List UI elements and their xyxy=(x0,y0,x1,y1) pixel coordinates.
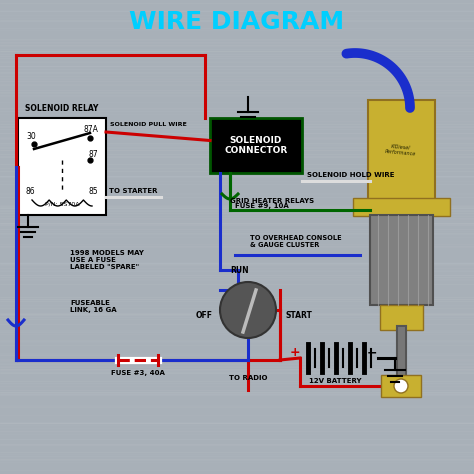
Bar xyxy=(381,375,421,397)
Text: SOLENOID HOLD WIRE: SOLENOID HOLD WIRE xyxy=(307,172,394,178)
Bar xyxy=(370,215,433,305)
Text: 86: 86 xyxy=(26,187,36,196)
Text: SOLENOID
CONNECTOR: SOLENOID CONNECTOR xyxy=(224,136,288,155)
Text: TO OVERHEAD CONSOLE
& GAUGE CLUSTER: TO OVERHEAD CONSOLE & GAUGE CLUSTER xyxy=(250,235,342,248)
Text: 87: 87 xyxy=(88,150,98,159)
Text: FUSEABLE
LINK, 16 GA: FUSEABLE LINK, 16 GA xyxy=(70,300,117,313)
Text: TO STARTER: TO STARTER xyxy=(109,188,157,194)
Text: 1998 MODELS MAY
USE A FUSE
LABELED "SPARE": 1998 MODELS MAY USE A FUSE LABELED "SPAR… xyxy=(70,250,144,270)
Circle shape xyxy=(220,282,276,338)
Text: KiDiesel
Performance: KiDiesel Performance xyxy=(385,143,417,157)
Text: 85: 85 xyxy=(88,187,98,196)
Text: 30: 30 xyxy=(26,132,36,141)
Text: RUN: RUN xyxy=(231,266,249,275)
Bar xyxy=(18,118,106,215)
Bar xyxy=(210,118,302,173)
Text: −: − xyxy=(367,346,377,359)
Text: SOLENOID PULL WIRE: SOLENOID PULL WIRE xyxy=(109,122,186,127)
Bar xyxy=(368,100,435,200)
Text: +: + xyxy=(290,346,301,359)
Text: START: START xyxy=(286,310,313,319)
Text: 87A: 87A xyxy=(83,125,98,134)
Text: FUSE #3, 40A: FUSE #3, 40A xyxy=(111,370,165,376)
Bar xyxy=(380,305,423,330)
Text: TO RADIO: TO RADIO xyxy=(229,375,267,381)
Circle shape xyxy=(394,379,408,393)
Text: P/N: SS70A: P/N: SS70A xyxy=(45,202,79,207)
Text: FUSE #9, 10A: FUSE #9, 10A xyxy=(235,203,289,209)
Text: SOLENOID RELAY: SOLENOID RELAY xyxy=(25,104,99,113)
Bar xyxy=(353,198,450,216)
Text: GRID HEATER RELAYS: GRID HEATER RELAYS xyxy=(230,198,314,204)
Text: 12V BATTERY: 12V BATTERY xyxy=(309,378,361,384)
Text: WIRE DIAGRAM: WIRE DIAGRAM xyxy=(129,10,345,34)
Text: OFF: OFF xyxy=(196,310,213,319)
